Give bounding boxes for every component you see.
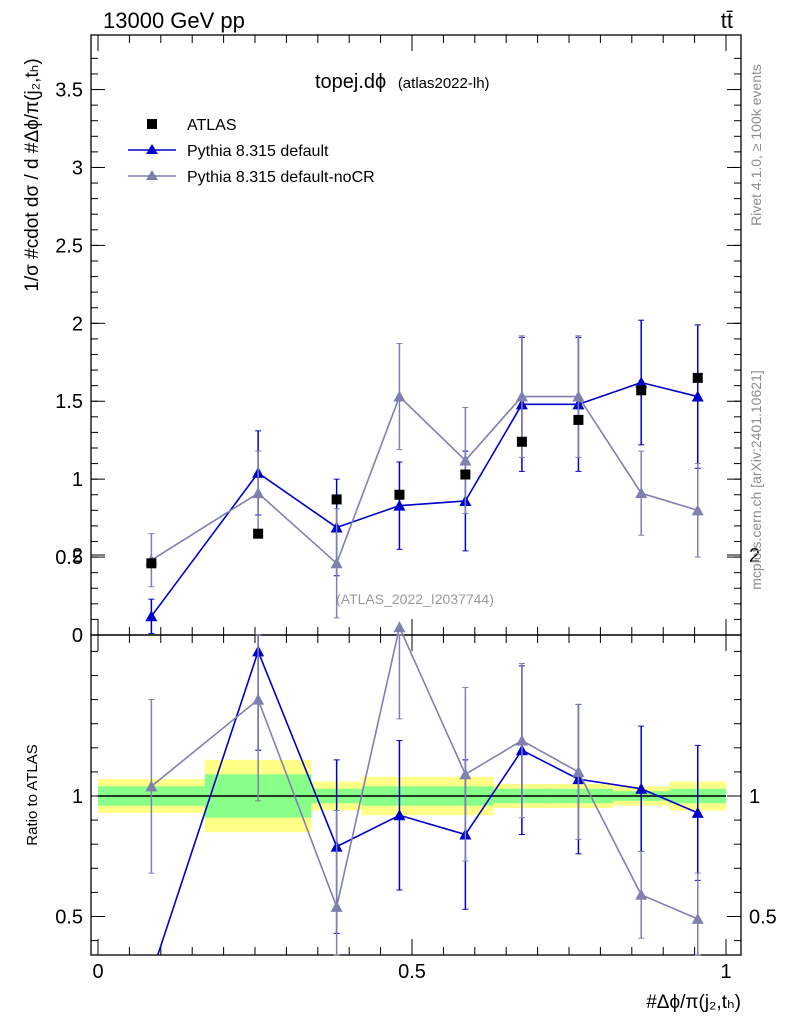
x-tick-label: 1 [720,961,731,983]
collision-label: 13000 GeV pp [103,8,245,33]
atlas-data-point [253,528,264,539]
series-line-nocr [150,395,698,565]
series-point-default [635,376,648,388]
series-point-nocr [691,504,704,516]
legend-marker-default [146,144,158,154]
ratio-curves [145,621,704,956]
rivet-version-label: Rivet 4.1.0, ≥ 100k events [748,64,764,226]
ratio-line-default [157,651,699,956]
ratio-y-tick-label: 1 [72,786,83,808]
y-tick-label: 2 [72,313,83,335]
legend-label-nocr: Pythia 8.315 default-noCR [187,169,375,186]
series-point-default [393,499,406,511]
legend-label-atlas: ATLAS [187,117,237,134]
ratio-y-tick-label: 2 [72,545,83,567]
ratio-line-nocr [150,626,699,920]
legend: ATLAS Pythia 8.315 default Pythia 8.315 … [128,117,375,186]
ratio-point-nocr [572,765,585,777]
atlas-data-point [460,469,471,480]
plot-title-main: topej.dϕ [315,71,386,93]
atlas-data-point [636,385,647,396]
y-tick-label: 0 [72,625,83,647]
series-point-nocr [572,390,585,402]
x-axis-label: #Δϕ/π(j₂,tₕ) [646,992,741,1013]
ratio-point-nocr [515,734,528,746]
main-panel: 0 0.5 1 1.5 2 2.5 3 3.5 topej.dϕ (atlas2022-lh)… [22,34,742,647]
main-curves [145,319,704,634]
process-label: tt̄ [721,8,733,33]
ratio-frame [90,634,742,956]
ratio-point-default [393,809,406,821]
atlas-data-point [394,489,405,500]
series-point-default [145,610,158,622]
ratio-y-tick-label-right: 1 [749,786,760,808]
legend-marker-atlas [147,119,157,129]
ratio-uncertainty-bands [98,759,726,833]
ratio-y-tick-label-right: 2 [749,545,760,567]
y-tick-label: 0.5 [55,547,83,569]
ratio-ticks: 0.5 0.5 1 1 2 2 [55,545,777,955]
ratio-point-nocr [459,768,472,780]
plot-title-sub: (atlas2022-lh) [398,75,490,92]
series-point-nocr [515,390,528,402]
series-line-default [150,381,698,617]
main-ticks: 0 0.5 1 1.5 2 2.5 3 3.5 [55,35,741,647]
atlas-data-point [331,494,342,505]
ratio-y-tick-label: 0.5 [55,907,83,929]
x-tick-label: 0 [92,961,103,983]
x-tick-labels: 0 0.5 1 [92,961,731,983]
y-tick-label: 1.5 [55,391,83,413]
plot-title: topej.dϕ (atlas2022-lh) [315,71,490,93]
ratio-y-tick-label-right: 0.5 [749,907,777,929]
atlas-data-point [516,436,527,447]
y-tick-label: 1 [72,469,83,491]
ratio-point-nocr [330,900,343,912]
y-axis-label: 1/σ #cdot dσ / d #Δϕ/π(j₂,tₕ) [22,58,43,291]
ratio-y-axis-label: Ratio to ATLAS [24,744,41,845]
ratio-point-default [635,782,648,794]
ratio-point-nocr [635,888,648,900]
legend-label-default: Pythia 8.315 default [187,143,329,160]
ratio-panel: 0.5 0.5 1 1 2 2 Ratio to ATLAS [24,545,777,956]
series-point-nocr [252,487,265,499]
ratio-point-nocr [252,693,265,705]
x-tick-label: 0.5 [398,961,426,983]
y-tick-label: 3 [72,157,83,179]
atlas-data-point [692,372,703,383]
series-point-nocr [330,557,343,569]
ratio-point-nocr [393,621,406,633]
mcplots-label: mcplots.cern.ch [arXiv:2401.10621] [748,370,764,589]
ratio-point-nocr [691,912,704,924]
legend-marker-nocr [146,170,158,180]
analysis-watermark: (ATLAS_2022_I2037744) [336,591,494,607]
series-point-nocr [635,487,648,499]
y-tick-label: 3.5 [55,80,83,102]
ratio-point-nocr [145,780,158,792]
atlas-data-point [146,558,157,569]
series-point-nocr [459,454,472,466]
ratio-point-default [691,806,704,818]
main-data-points [146,372,703,569]
y-tick-label: 2.5 [55,235,83,257]
series-point-default [691,390,704,402]
atlas-data-point [573,414,584,425]
series-point-nocr [393,390,406,402]
